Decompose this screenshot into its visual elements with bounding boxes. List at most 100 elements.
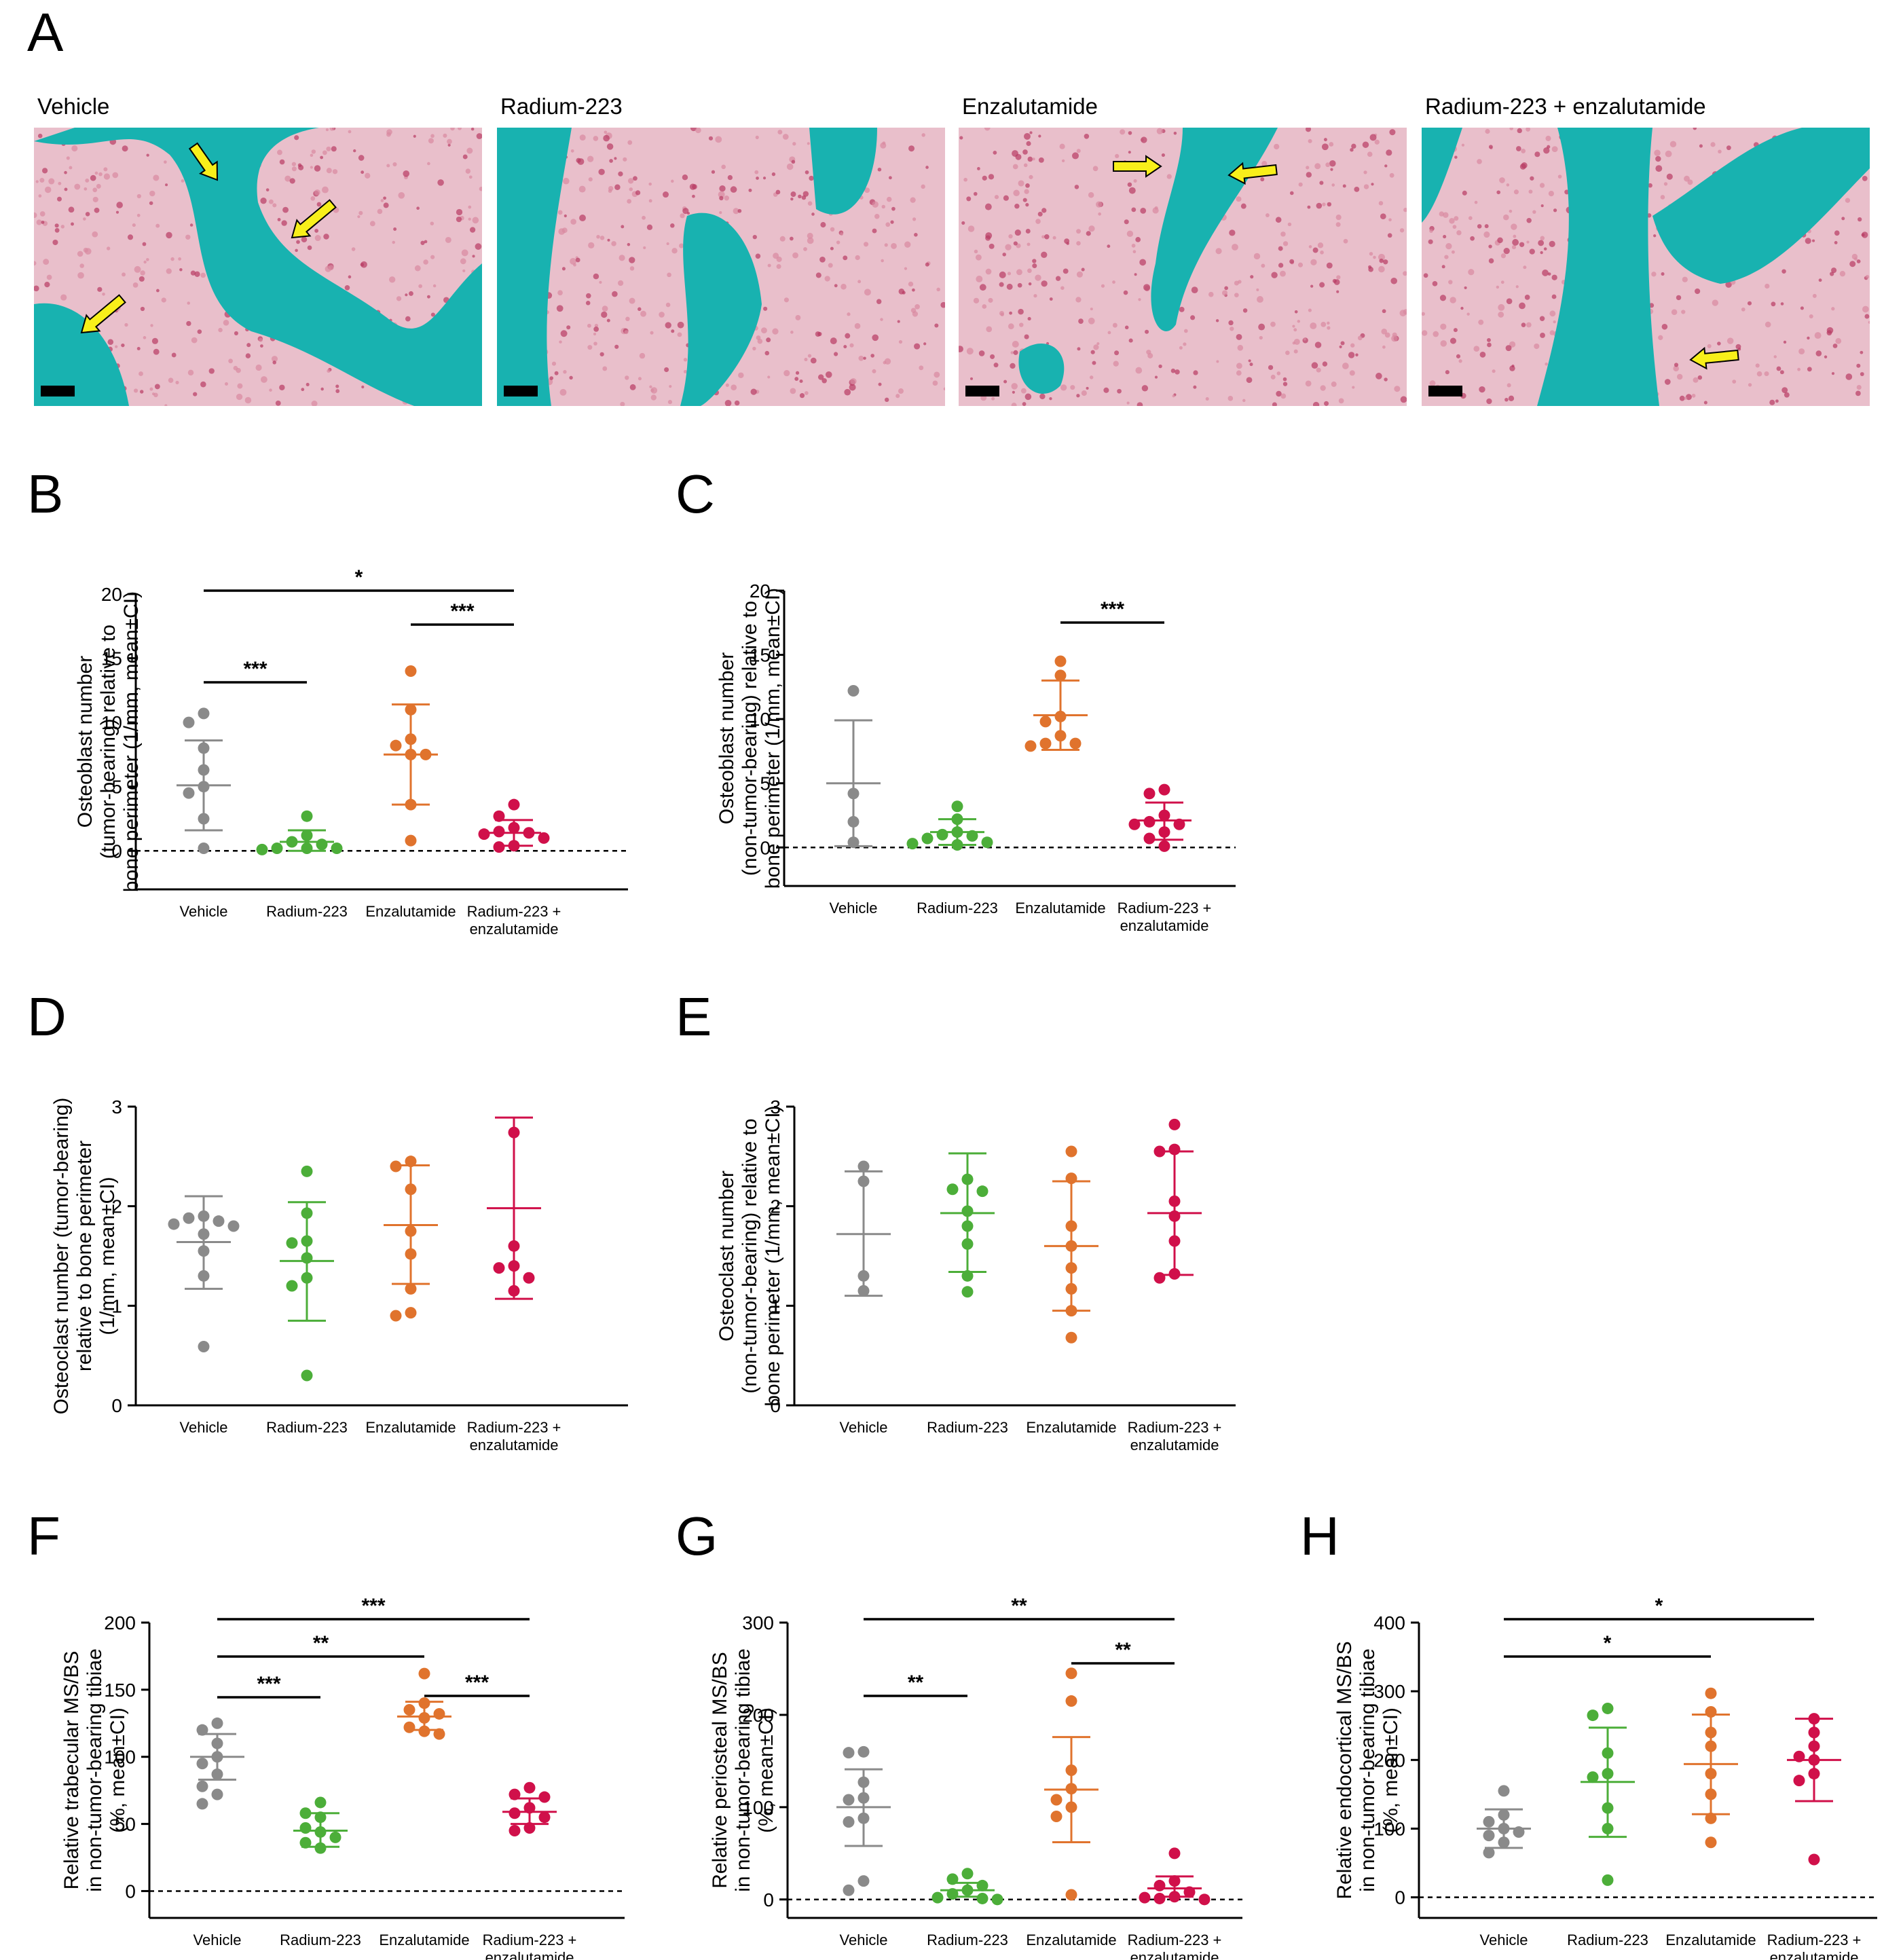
data-point bbox=[961, 1238, 974, 1250]
cell-nucleus bbox=[430, 134, 435, 138]
cell-nucleus bbox=[403, 170, 410, 177]
data-point bbox=[538, 832, 550, 844]
cell-nucleus bbox=[353, 149, 356, 153]
cell-nucleus bbox=[569, 375, 573, 380]
cell-nucleus bbox=[1025, 228, 1031, 234]
cell-nucleus bbox=[882, 141, 886, 145]
cell-nucleus bbox=[44, 282, 50, 288]
cell-nucleus bbox=[908, 145, 915, 152]
cell-nucleus bbox=[629, 257, 635, 263]
data-point bbox=[1065, 1764, 1077, 1776]
cell-nucleus bbox=[1329, 160, 1336, 167]
cell-nucleus bbox=[1275, 217, 1282, 223]
data-point bbox=[1498, 1822, 1510, 1834]
cell-nucleus bbox=[1524, 295, 1530, 300]
histology-image-4 bbox=[1422, 128, 1870, 406]
cell-nucleus bbox=[1451, 250, 1455, 254]
y-tick-label: 100 bbox=[1373, 1818, 1405, 1839]
data-point bbox=[1153, 1892, 1166, 1904]
data-point bbox=[316, 838, 328, 851]
cell-nucleus bbox=[840, 232, 844, 236]
cell-nucleus bbox=[245, 353, 251, 358]
cell-nucleus bbox=[392, 162, 397, 167]
cell-nucleus bbox=[38, 194, 42, 198]
y-tick-label: 0 bbox=[763, 1889, 774, 1910]
cell-nucleus bbox=[1025, 203, 1029, 207]
y-tick-label: 3 bbox=[111, 1096, 122, 1117]
cell-nucleus bbox=[1466, 312, 1470, 316]
cell-nucleus bbox=[551, 361, 557, 366]
cell-nucleus bbox=[663, 191, 669, 198]
cell-nucleus bbox=[932, 380, 938, 386]
data-point bbox=[961, 1270, 974, 1282]
series-1 bbox=[836, 1745, 891, 1896]
data-point bbox=[331, 842, 343, 854]
data-point bbox=[857, 1875, 870, 1887]
cell-nucleus bbox=[56, 196, 62, 202]
cell-nucleus bbox=[695, 128, 701, 134]
cell-nucleus bbox=[1403, 271, 1407, 276]
cell-nucleus bbox=[1460, 306, 1464, 310]
cell-nucleus bbox=[279, 159, 285, 165]
cell-nucleus bbox=[1063, 268, 1069, 274]
cell-nucleus bbox=[1107, 331, 1111, 335]
cell-nucleus bbox=[1022, 198, 1027, 202]
y-tick-label: 2 bbox=[111, 1196, 122, 1217]
cell-nucleus bbox=[1513, 234, 1517, 238]
cell-nucleus bbox=[1242, 399, 1246, 403]
significance-label: *** bbox=[450, 600, 474, 623]
cell-nucleus bbox=[982, 304, 987, 309]
cell-nucleus bbox=[1298, 182, 1303, 187]
y-axis-label-line: Osteoblast number bbox=[74, 656, 96, 828]
x-category-label-line: enzalutamide bbox=[1120, 917, 1209, 934]
data-point bbox=[1065, 1172, 1077, 1185]
cell-nucleus bbox=[1027, 156, 1033, 162]
cell-nucleus bbox=[585, 301, 591, 306]
x-category-label-line: Radium-223 + bbox=[1118, 900, 1212, 917]
cell-nucleus bbox=[413, 134, 416, 138]
cell-nucleus bbox=[1845, 373, 1853, 380]
cell-nucleus bbox=[876, 299, 882, 304]
data-point bbox=[1168, 1143, 1181, 1155]
cell-nucleus bbox=[1506, 298, 1513, 305]
cell-nucleus bbox=[297, 163, 302, 168]
cell-nucleus bbox=[260, 376, 267, 383]
cell-nucleus bbox=[1343, 238, 1348, 244]
significance-label: *** bbox=[465, 1671, 489, 1694]
cell-nucleus bbox=[650, 394, 657, 401]
cell-nucleus bbox=[1076, 394, 1080, 398]
y-axis-label-line: Osteoclast number (tumor-bearing) bbox=[50, 1098, 73, 1415]
cell-nucleus bbox=[1237, 344, 1244, 351]
cell-nucleus bbox=[1367, 151, 1373, 158]
cell-nucleus bbox=[289, 178, 295, 184]
cell-nucleus bbox=[563, 370, 567, 374]
cell-nucleus bbox=[150, 324, 153, 327]
cell-nucleus bbox=[1497, 237, 1503, 244]
series-3 bbox=[1044, 1145, 1098, 1344]
data-point bbox=[418, 1712, 430, 1724]
cell-nucleus bbox=[358, 155, 365, 161]
cell-nucleus bbox=[1138, 298, 1141, 301]
data-point bbox=[1808, 1853, 1820, 1866]
cell-nucleus bbox=[1856, 259, 1861, 263]
cell-nucleus bbox=[380, 199, 384, 202]
cell-nucleus bbox=[423, 259, 428, 265]
cell-nucleus bbox=[1352, 386, 1355, 389]
cell-nucleus bbox=[1010, 351, 1014, 354]
data-point bbox=[921, 832, 934, 845]
cell-nucleus bbox=[316, 202, 322, 207]
scale-bar bbox=[504, 386, 538, 396]
cell-nucleus bbox=[1824, 355, 1828, 358]
cell-nucleus bbox=[627, 242, 631, 246]
cell-nucleus bbox=[46, 274, 52, 280]
data-point bbox=[227, 1220, 240, 1232]
cell-nucleus bbox=[872, 334, 879, 341]
data-point bbox=[418, 1697, 430, 1709]
cell-nucleus bbox=[1350, 343, 1355, 348]
data-point bbox=[301, 842, 313, 854]
cell-nucleus bbox=[763, 306, 768, 311]
histology-image-1 bbox=[34, 128, 482, 406]
cell-nucleus bbox=[1456, 230, 1462, 236]
data-point bbox=[961, 1286, 974, 1298]
data-point bbox=[1183, 1886, 1196, 1898]
